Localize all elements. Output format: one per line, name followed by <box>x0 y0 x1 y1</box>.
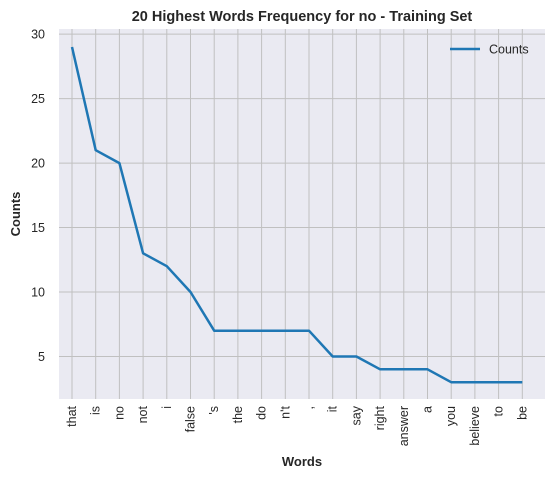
y-tick-label: 25 <box>31 92 45 106</box>
x-tick-label: a <box>421 406 435 413</box>
legend-label-counts: Counts <box>489 43 529 57</box>
x-tick-label: false <box>184 406 198 432</box>
x-tick-label: not <box>136 405 150 423</box>
x-tick-label: say <box>349 405 363 425</box>
y-tick-label: 5 <box>38 350 45 364</box>
x-tick-label: you <box>444 406 458 426</box>
x-grid-lines <box>71 29 523 399</box>
y-tick-label: 10 <box>31 285 45 299</box>
y-tick-label: 15 <box>31 221 45 235</box>
x-tick-label: be <box>515 406 529 420</box>
x-tick-label: is <box>89 406 103 415</box>
x-tick-label: to <box>492 406 506 416</box>
x-tick-label: believe <box>468 406 482 446</box>
x-axis-label: Words <box>282 454 322 469</box>
y-tick-label: 30 <box>31 28 45 42</box>
x-tick-label: 's <box>207 406 221 415</box>
x-tick-label: do <box>255 406 269 420</box>
plot-area <box>59 29 545 399</box>
x-tick-label: i <box>160 406 174 409</box>
x-tick-label: , <box>302 406 316 409</box>
series-line-counts <box>70 46 523 384</box>
y-grid-lines <box>59 33 545 357</box>
x-tick-label: n't <box>278 405 292 418</box>
legend: Counts <box>450 43 529 57</box>
series-group <box>70 46 523 384</box>
y-axis-label: Counts <box>8 192 23 237</box>
x-tick-label: no <box>112 406 126 420</box>
y-tick-labels: 5 10 15 20 25 30 <box>31 28 45 364</box>
x-tick-labels: that is no not i false 's the do n't, it say right an… <box>65 405 529 446</box>
x-tick-label: it <box>326 405 340 412</box>
y-tick-label: 20 <box>31 157 45 171</box>
x-tick-label: that <box>65 405 79 426</box>
chart-title: 20 Highest Words Frequency for no - Trai… <box>132 9 473 25</box>
x-tick-label: answer <box>397 406 411 446</box>
x-tick-label: the <box>231 406 245 423</box>
x-tick-label: right <box>373 405 387 430</box>
